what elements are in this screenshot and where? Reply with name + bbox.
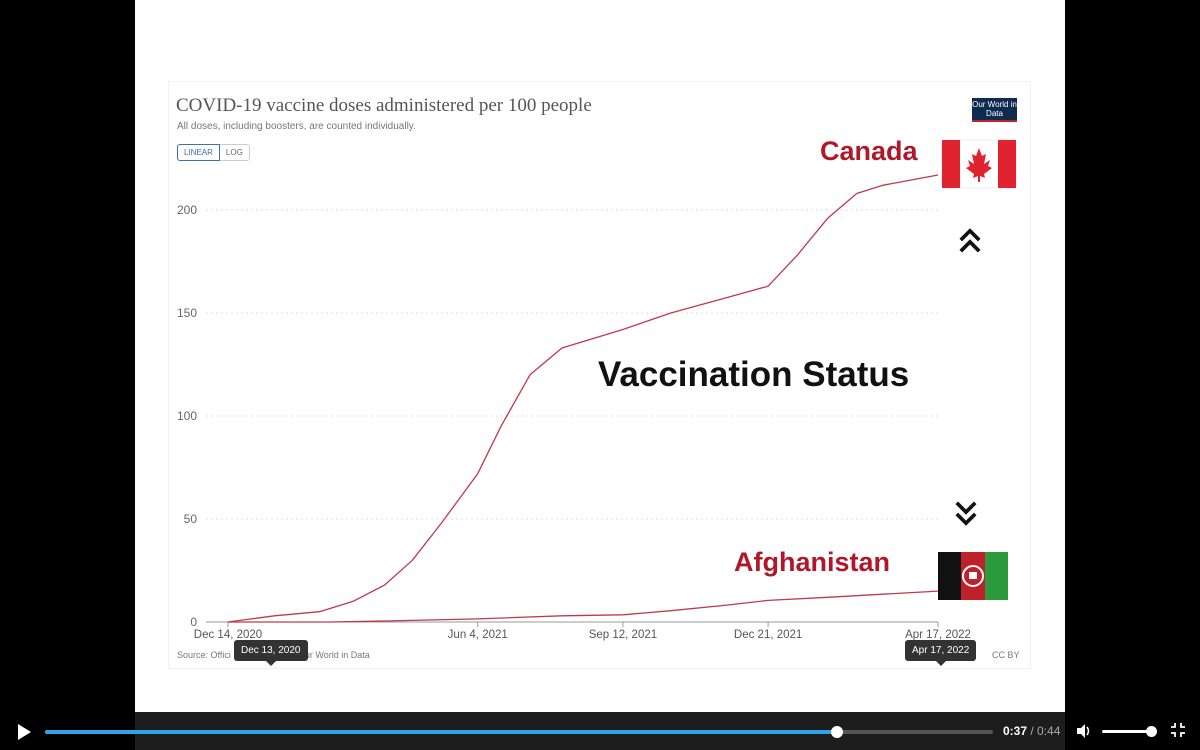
time-separator: / [1027, 724, 1038, 738]
series-line-afghanistan [228, 590, 939, 623]
canada-flag-icon [938, 132, 1020, 204]
source-label: Source: Offici [177, 650, 231, 660]
y-tick-label: 0 [190, 615, 197, 629]
progress-bar[interactable] [45, 726, 993, 738]
y-tick-label: 150 [177, 306, 197, 320]
start-date-tooltip: Dec 13, 2020 [234, 640, 308, 666]
volume-icon[interactable] [1075, 722, 1093, 740]
exit-fullscreen-icon[interactable] [1170, 722, 1186, 738]
x-tick-label: Sep 12, 2021 [589, 629, 657, 641]
chart-title: COVID-19 vaccine doses administered per … [176, 95, 592, 116]
current-time: 0:37 [1003, 724, 1028, 738]
chart-card [169, 82, 1030, 668]
x-tick-label: Jun 4, 2021 [448, 629, 508, 641]
series-line-canada [227, 174, 939, 623]
source-tail: Our World in Data [297, 650, 370, 660]
chart-source: Source: Offici Our World in Data [177, 650, 370, 660]
y-tick-label: 50 [184, 512, 198, 526]
linear-scale-button[interactable]: LINEAR [177, 144, 220, 161]
play-icon[interactable] [14, 722, 34, 742]
x-tick-label: Dec 14, 2020 [194, 629, 262, 641]
license-label: CC BY [992, 650, 1020, 660]
afghanistan-label: Afghanistan [734, 547, 891, 577]
time-display: 0:37 / 0:44 [1003, 724, 1060, 738]
x-tick-label: Dec 21, 2021 [734, 629, 802, 641]
x-tick-label: Apr 17, 2022 [905, 629, 971, 641]
log-scale-button[interactable]: LOG [219, 144, 250, 161]
double-chevron-down-icon [955, 501, 977, 526]
double-chevron-up-icon [959, 228, 981, 253]
progress-handle[interactable] [830, 726, 843, 738]
overlay-heading: Vaccination Status [598, 355, 910, 394]
video-controls: 0:37 / 0:44 [0, 712, 1200, 750]
afghanistan-flag-icon [938, 552, 1008, 600]
line-chart: 0 50 100 150 200 Dec 14, 2020 Jun 4, 2021 Sep 1… [177, 174, 971, 641]
canada-label: Canada [820, 136, 918, 166]
volume-slider[interactable] [1102, 726, 1157, 737]
end-date-tooltip: Apr 17, 2022 [905, 640, 977, 666]
y-tick-label: 100 [177, 409, 197, 423]
chart-subtitle: All doses, including boosters, are count… [177, 121, 416, 132]
scale-toggle: LINEAR LOG [177, 144, 250, 161]
progress-fill [45, 730, 837, 734]
duration: 0:44 [1037, 724, 1061, 738]
y-tick-label: 200 [177, 203, 197, 217]
owid-logo: Our World in Data [972, 98, 1017, 122]
volume-handle[interactable] [1145, 726, 1157, 737]
